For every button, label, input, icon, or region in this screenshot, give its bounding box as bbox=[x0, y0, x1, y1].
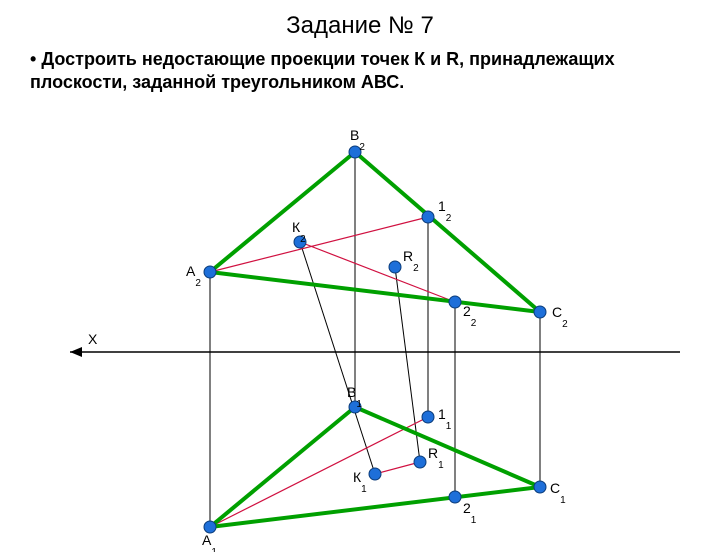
svg-text:22: 22 bbox=[463, 303, 477, 329]
svg-text:С2: С2 bbox=[552, 304, 568, 330]
svg-text:К1: К1 bbox=[353, 469, 367, 495]
svg-text:R2: R2 bbox=[403, 248, 419, 274]
svg-text:С1: С1 bbox=[550, 480, 566, 506]
svg-text:А2: А2 bbox=[186, 263, 201, 289]
svg-text:R1: R1 bbox=[428, 445, 444, 471]
svg-text:X: X bbox=[88, 331, 98, 347]
descriptive-geometry-diagram: XА2В2С2К2R21222А1В1С1К1R11121 bbox=[0, 12, 720, 552]
svg-text:12: 12 bbox=[438, 198, 452, 224]
svg-text:21: 21 bbox=[463, 500, 477, 526]
svg-text:А1: А1 bbox=[202, 532, 217, 552]
svg-text:11: 11 bbox=[438, 406, 452, 432]
